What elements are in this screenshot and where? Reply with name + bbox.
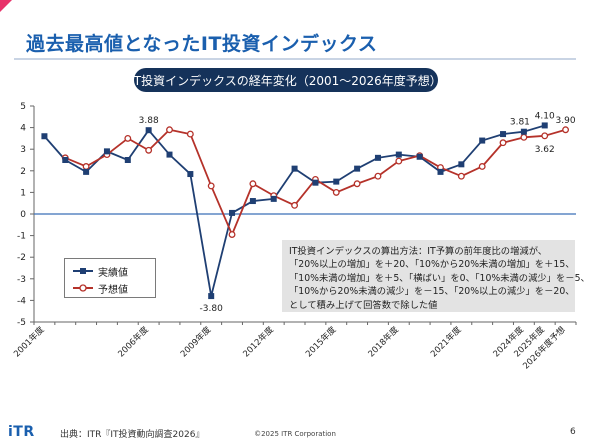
data-point-forecast: [207, 182, 215, 190]
itr-logo: iTR: [8, 424, 35, 440]
legend-actual-label: 実績値: [98, 267, 128, 279]
note-line: IT投資インデックスの算出方法：IT予算の前年度比の増減が、: [289, 246, 548, 257]
data-point-actual: [83, 168, 90, 175]
note-line: 「10%から20%未満の減少」を－15、「20%以上の減少」を－20、: [289, 286, 575, 298]
data-point-actual: [41, 133, 48, 140]
x-tick-label: 2018年度: [366, 324, 401, 359]
y-tick-label: 3: [20, 145, 26, 155]
note-line: として積み上げて回答数で除した値: [289, 299, 438, 311]
data-point-forecast: [395, 157, 403, 165]
data-point-actual: [458, 161, 465, 168]
y-tick-label: 4: [20, 124, 26, 134]
data-point-actual: [103, 148, 110, 155]
copyright: ©2025 ITR Corporation: [254, 430, 336, 438]
data-point-actual: [229, 209, 236, 216]
data-point-forecast: [541, 132, 549, 140]
data-point-actual: [520, 128, 527, 135]
data-point-actual: [479, 137, 486, 144]
data-point-forecast: [145, 146, 153, 154]
corner-mark: [0, 0, 12, 12]
y-tick-label: -5: [17, 318, 26, 328]
x-tick-label: 2021年度: [428, 324, 463, 359]
x-tick-label: 2001年度: [11, 324, 46, 359]
x-tick-label: 2006年度: [116, 324, 151, 359]
chart-legend: 実績値 予想値: [64, 258, 156, 298]
data-point-actual: [374, 154, 381, 161]
legend-actual-marker: [73, 268, 93, 274]
data-point-actual: [62, 157, 69, 163]
data-point-forecast: [478, 163, 486, 170]
data-point-forecast: [353, 180, 361, 188]
legend-item-forecast: 予想値: [73, 281, 128, 296]
note-line: 「10%未満の増加」を＋5、「横ばい」を0、「10%未満の減少」を－5、: [289, 272, 590, 284]
data-point-actual: [208, 293, 215, 300]
data-point-actual: [395, 151, 402, 158]
chart-subtitle-pill: IT投資インデックスの経年変化（2001〜2026年度予想）: [130, 68, 442, 92]
data-point-forecast: [457, 172, 465, 180]
data-point-forecast: [166, 126, 173, 134]
data-label: -3.80: [200, 304, 224, 314]
data-point-actual: [166, 151, 173, 158]
data-point-forecast: [124, 134, 132, 142]
data-label: 3.90: [556, 116, 576, 126]
y-tick-label: -3: [17, 275, 26, 285]
x-tick-label: 2015年度: [303, 324, 338, 359]
data-label: 4.10: [535, 111, 555, 121]
legend-forecast-marker: [73, 284, 93, 292]
data-point-actual: [500, 131, 507, 138]
y-tick-label: 0: [20, 210, 26, 220]
x-tick-label: 2009年度: [178, 324, 213, 359]
y-tick-label: -2: [17, 253, 26, 263]
data-label: 3.62: [535, 145, 555, 155]
data-point-actual: [291, 165, 298, 172]
data-point-actual: [541, 122, 548, 129]
data-label: 3.81: [510, 118, 530, 128]
y-tick-label: 2: [20, 167, 26, 177]
y-tick-label: -4: [17, 296, 26, 306]
data-point-forecast: [332, 188, 340, 196]
data-point-forecast: [82, 163, 90, 170]
methodology-note: IT投資インデックスの算出方法：IT予算の前年度比の増減が、 「20%以上の増加…: [282, 240, 590, 312]
page-number: 6: [570, 427, 576, 437]
data-point-actual: [416, 153, 423, 160]
data-point-forecast: [249, 180, 257, 188]
data-point-actual: [187, 171, 194, 178]
data-point-actual: [145, 127, 152, 134]
data-point-actual: [333, 178, 340, 185]
x-tick-label: 2012年度: [241, 324, 276, 359]
y-tick-label: 1: [20, 188, 26, 198]
legend-item-actual: 実績値: [73, 264, 128, 279]
data-point-actual: [249, 198, 256, 205]
data-point-forecast: [291, 201, 299, 209]
legend-forecast-label: 予想値: [98, 284, 128, 296]
data-point-actual: [312, 179, 319, 186]
y-tick-label: -1: [17, 232, 26, 242]
data-point-actual: [354, 165, 361, 172]
data-point-actual: [437, 168, 444, 175]
data-label: 3.88: [139, 116, 159, 126]
data-point-forecast: [499, 139, 507, 147]
data-point-forecast: [228, 231, 236, 238]
data-point-forecast: [520, 133, 528, 141]
data-point-forecast: [562, 126, 570, 134]
data-point-forecast: [186, 130, 194, 138]
data-point-actual: [124, 157, 131, 163]
title-divider: [14, 58, 576, 60]
source-citation: 出典：ITR『IT投資動向調査2026』: [60, 430, 205, 440]
data-point-actual: [270, 195, 277, 202]
y-tick-label: 5: [20, 102, 26, 112]
data-point-forecast: [374, 172, 382, 180]
note-line: 「20%以上の増加」を＋20、「10%から20%未満の増加」を＋15、: [289, 259, 575, 271]
slide-title: 過去最高値となったIT投資インデックス: [26, 33, 378, 55]
